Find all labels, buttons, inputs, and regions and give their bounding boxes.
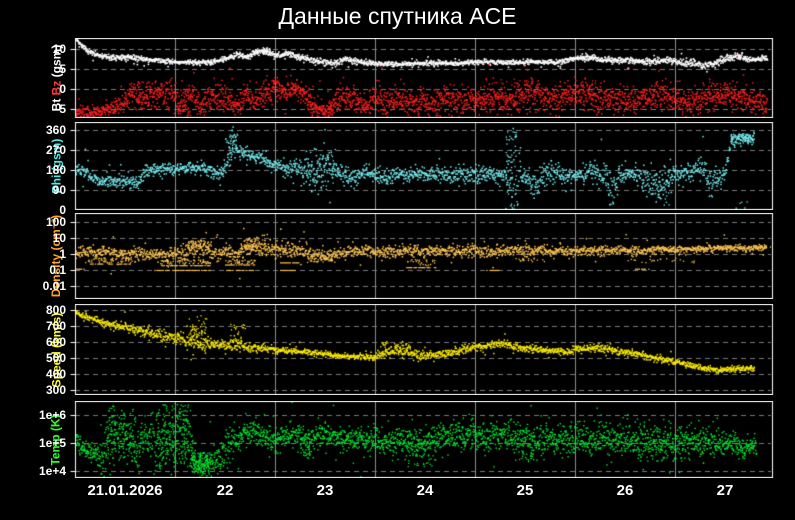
panel-bt-bz: Bt Bz (gsm) 10 5 0 -5 xyxy=(0,38,795,118)
temp-plot-canvas xyxy=(69,401,774,478)
phi-y-tick-label: 180 xyxy=(45,163,66,177)
density-y-tick-label: 100 xyxy=(45,214,66,229)
phi-y-tick-label: 0 xyxy=(59,203,66,217)
chart-title: Данные спутника ACE xyxy=(278,3,517,29)
speed-y-tick-label: 600 xyxy=(45,335,66,349)
speed-y-tick-label: 800 xyxy=(45,303,66,317)
x-axis-label-24: 24 xyxy=(416,482,434,499)
x-axis-label-25: 25 xyxy=(516,482,534,499)
phi-plot-canvas xyxy=(69,122,774,210)
panel-density: Density (cm⁻³) 100 10 1 0.1 0.01 xyxy=(0,213,795,299)
density-y-tick-label: 0.1 xyxy=(49,262,66,277)
bt-bz-y-tick-label: 0 xyxy=(59,82,66,96)
bt-bz-y-tick-label: 5 xyxy=(59,62,66,76)
speed-y-tick-label: 500 xyxy=(45,351,66,365)
density-plot-canvas xyxy=(69,213,774,299)
speed-y-axis-label: Speed (km/s) xyxy=(47,304,65,395)
panel-temp: Temp (K) 1e+6 1e+5 1e+4 xyxy=(0,401,795,478)
temp-y-tick-label: 1e+5 xyxy=(38,435,66,450)
phi-y-tick-label: 90 xyxy=(52,183,66,197)
x-axis-label-27: 27 xyxy=(716,482,734,499)
temp-y-tick-label: 1e+6 xyxy=(38,407,66,422)
panel-speed: Speed (km/s) 800 700 600 500 400 300 xyxy=(0,303,795,397)
phi-y-tick-label: 360 xyxy=(45,123,66,137)
phi-y-tick-label: 270 xyxy=(45,143,66,157)
speed-y-tick-label: 400 xyxy=(45,367,66,381)
x-axis-label-22: 22 xyxy=(216,482,234,499)
bt-bz-plot-canvas xyxy=(69,38,774,118)
panel-phi: Phi (gsm) 360 270 180 90 0 xyxy=(0,122,795,216)
speed-plot-canvas xyxy=(69,304,774,395)
temp-y-tick-label: 1e+4 xyxy=(38,463,66,478)
x-axis-label-26: 26 xyxy=(616,482,634,499)
bt-bz-y-tick-label: 10 xyxy=(52,42,66,56)
x-axis-label-23: 23 xyxy=(316,482,334,499)
density-y-tick-label: 1 xyxy=(59,246,66,261)
speed-y-tick-label: 700 xyxy=(45,319,66,333)
x-axis-label-21-01-2026: 21.01.2026 xyxy=(87,482,163,499)
density-y-tick-label: 0.01 xyxy=(42,278,66,293)
speed-y-tick-label: 300 xyxy=(45,383,66,397)
bt-bz-y-tick-label: -5 xyxy=(55,102,66,116)
density-y-tick-label: 10 xyxy=(52,230,66,245)
